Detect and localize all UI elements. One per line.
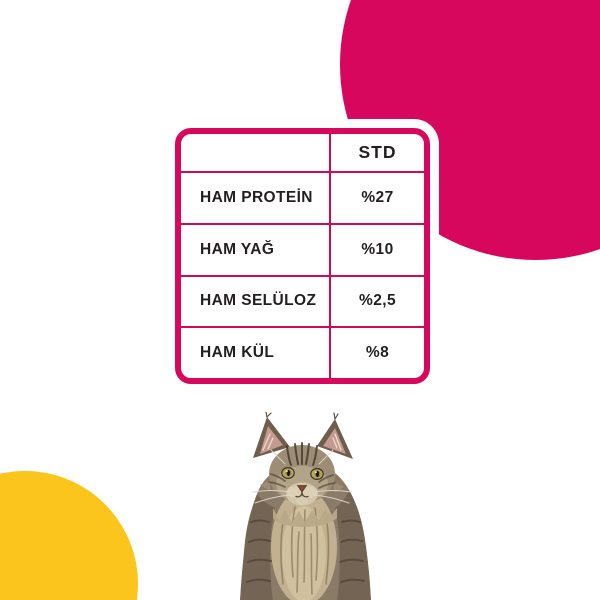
row-value: %27 (329, 173, 424, 223)
cat-photo (240, 412, 371, 600)
table-header-row: STD (181, 134, 424, 171)
row-label: HAM YAĞ (200, 240, 275, 258)
row-label: HAM PROTEİN (200, 188, 313, 206)
table-row-protein: HAM PROTEİN %27 (181, 171, 424, 223)
table-header-empty-cell (181, 134, 329, 171)
row-label: HAM SELÜLOZ (200, 292, 317, 310)
yellow-circle-decor (0, 471, 138, 600)
table-header-std-cell: STD (329, 134, 424, 171)
table-row-ash: HAM KÜL %8 (181, 326, 424, 378)
table-row-fat: HAM YAĞ %10 (181, 222, 424, 275)
row-value: %10 (329, 224, 424, 275)
row-label: HAM KÜL (200, 344, 275, 362)
table-row-cellulose: HAM SELÜLOZ %2,5 (181, 274, 424, 327)
nutrition-table: STD HAM PROTEİN %27 HAM YAĞ %10 HAM SELÜ… (175, 128, 430, 384)
row-value: %2,5 (329, 276, 424, 327)
row-value: %8 (329, 328, 424, 378)
